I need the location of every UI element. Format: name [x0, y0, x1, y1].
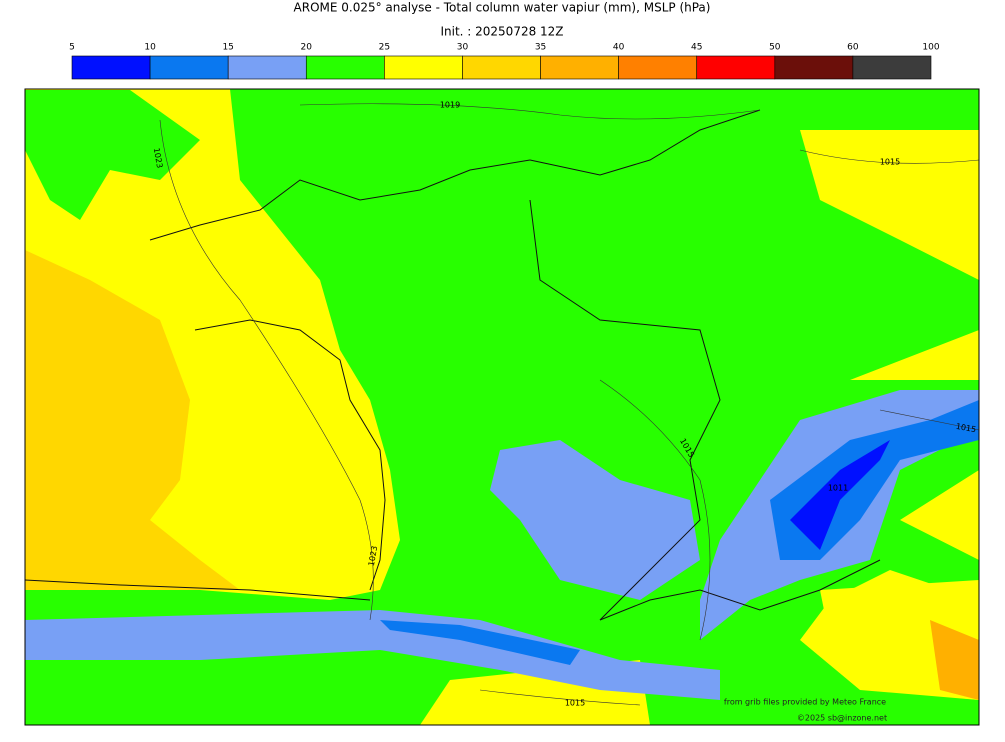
colorbar-segment — [305, 55, 385, 80]
colorbar-tick-label: 10 — [144, 43, 156, 53]
colorbar-tick-label: 5 — [69, 43, 75, 53]
colorbar-segment — [384, 55, 463, 80]
colorbar: 5 10 15 20 25 30 35 40 45 50 60 100 — [69, 43, 940, 80]
field-15-20 — [490, 440, 700, 600]
colorbar-tick-label: 15 — [222, 43, 233, 53]
map-frame — [24, 88, 980, 726]
isobar-label: 1023 — [152, 147, 164, 169]
colorbar-segment — [71, 55, 151, 80]
field-10-15 — [380, 620, 580, 665]
colorbar-segment — [540, 55, 619, 80]
isobar-label: 1011 — [828, 484, 848, 493]
credit: ©2025 sb@inzone.net — [797, 714, 887, 723]
field-35-40 — [930, 620, 979, 700]
colorbar-tick-label: 100 — [922, 43, 939, 53]
subtitle: Init. : 20250728 12Z — [440, 25, 563, 39]
colorbar-segment — [852, 55, 932, 80]
isobar-label: 1015 — [955, 422, 977, 434]
colorbar-tick-label: 45 — [691, 43, 702, 53]
colorbar-segment — [227, 55, 307, 80]
colorbar-tick-label: 50 — [769, 43, 781, 53]
isobar-label: 1015 — [565, 699, 585, 708]
field-25-30 — [800, 130, 979, 240]
field-20-25 — [25, 90, 200, 220]
map — [25, 89, 979, 725]
colorbar-segment — [696, 55, 776, 80]
isobar-label: 1023 — [367, 545, 379, 567]
colorbar-segment — [462, 55, 541, 80]
credit: from grib files provided by Meteo France — [724, 698, 886, 707]
colorbar-segment — [774, 55, 854, 80]
field-15-20 — [25, 610, 720, 700]
colorbar-tick-label: 40 — [613, 43, 625, 53]
colorbar-tick-label: 30 — [457, 43, 469, 53]
isobar-label: 1019 — [440, 101, 460, 110]
field-30-35 — [25, 250, 240, 590]
isobar-label: 1015 — [880, 158, 900, 167]
colorbar-tick-label: 20 — [301, 43, 313, 53]
isobars — [159, 103, 979, 706]
colorbar-segment — [149, 55, 229, 80]
colorbar-tick-label: 35 — [535, 43, 546, 53]
colorbar-segment — [618, 55, 698, 80]
field-5-10 — [790, 440, 890, 550]
title: AROME 0.025° analyse - Total column wate… — [294, 1, 711, 15]
colorbar-tick-label: 60 — [847, 43, 859, 53]
colorbar-tick-label: 25 — [379, 43, 390, 53]
coastlines — [25, 109, 881, 621]
